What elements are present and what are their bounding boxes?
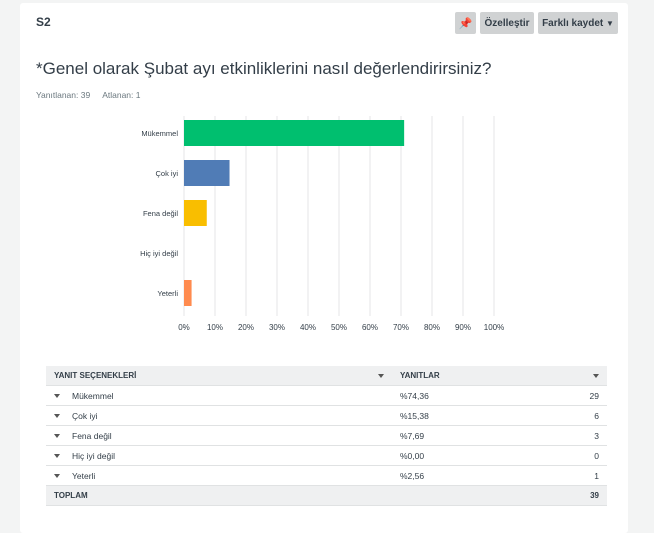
x-tick-label: 20% — [238, 323, 254, 332]
count: 3 — [529, 425, 607, 446]
answer-choice[interactable]: Çok iyi — [46, 405, 392, 426]
count: 29 — [529, 385, 607, 406]
expand-caret-icon[interactable] — [54, 394, 60, 399]
answer-choice[interactable]: Mükemmel — [46, 385, 392, 406]
answer-choice[interactable]: Hiç iyi değil — [46, 445, 392, 466]
bar — [184, 120, 405, 146]
save-as-button[interactable]: Farklı kaydet ▼ — [538, 12, 618, 34]
x-tick-label: 0% — [178, 323, 190, 332]
x-tick-label: 10% — [207, 323, 223, 332]
answer-choice-label: Hiç iyi değil — [72, 450, 115, 461]
count: 0 — [529, 445, 607, 466]
x-tick-label: 100% — [484, 323, 504, 332]
sort-caret-icon[interactable] — [378, 374, 384, 378]
caret-down-icon: ▼ — [606, 18, 614, 28]
pin-icon: 📌 — [458, 17, 473, 30]
percent: %74,36 — [392, 385, 530, 406]
table-row: Hiç iyi değil %0,00 0 — [46, 445, 607, 466]
results-table: YANIT SEÇENEKLERİ YANITLAR Mükemmel %74,3… — [46, 366, 607, 506]
expand-caret-icon[interactable] — [54, 454, 60, 459]
x-tick-label: 60% — [362, 323, 378, 332]
category-label: Fena değil — [143, 209, 178, 218]
x-tick-label: 50% — [331, 323, 347, 332]
table-row: Çok iyi %15,38 6 — [46, 405, 607, 426]
total-label: TOPLAM — [46, 485, 392, 506]
percent: %0,00 — [392, 445, 530, 466]
x-tick-label: 80% — [424, 323, 440, 332]
count: 6 — [529, 405, 607, 426]
percent: %15,38 — [392, 405, 530, 426]
bar — [184, 160, 230, 186]
header-answer-choices[interactable]: YANIT SEÇENEKLERİ — [46, 366, 392, 386]
table-row: Fena değil %7,69 3 — [46, 425, 607, 446]
sort-caret-icon[interactable] — [593, 374, 599, 378]
answered-count: Yanıtlanan: 39 — [36, 90, 91, 100]
response-stats: Yanıtlanan: 39 Atlanan: 1 — [36, 90, 152, 100]
total-row: TOPLAM 39 — [46, 485, 607, 506]
question-number: S2 — [36, 15, 51, 29]
answer-choice-label: Fena değil — [72, 430, 112, 441]
customize-button[interactable]: Özelleştir — [480, 12, 534, 34]
answer-choice-label: Yeterli — [72, 470, 96, 481]
expand-caret-icon[interactable] — [54, 474, 60, 479]
count: 1 — [529, 465, 607, 486]
category-label: Mükemmel — [141, 129, 178, 138]
question-title: *Genel olarak Şubat ayı etkinliklerini n… — [36, 59, 492, 78]
bar — [184, 200, 207, 226]
percent: %2,56 — [392, 465, 530, 486]
x-tick-label: 40% — [300, 323, 316, 332]
table-row: Mükemmel %74,36 29 — [46, 385, 607, 406]
category-label: Hiç iyi değil — [140, 249, 178, 258]
x-tick-label: 70% — [393, 323, 409, 332]
category-label: Yeterli — [157, 289, 178, 298]
bar-chart: 0% 10% 20% 30% 40% 50% 60% 70% 80% 90% 100% Mükemme… — [140, 116, 504, 332]
table-row: Yeterli %2,56 1 — [46, 465, 607, 486]
answer-choice-label: Çok iyi — [72, 410, 98, 421]
total-spacer — [392, 485, 530, 506]
expand-caret-icon[interactable] — [54, 414, 60, 419]
bar — [184, 280, 192, 306]
header-responses[interactable]: YANITLAR — [392, 366, 607, 386]
answer-choice-label: Mükemmel — [72, 390, 114, 401]
header-responses-label: YANITLAR — [400, 371, 440, 380]
total-count: 39 — [529, 485, 607, 506]
answer-choice[interactable]: Yeterli — [46, 465, 392, 486]
percent: %7,69 — [392, 425, 530, 446]
skipped-count: Atlanan: 1 — [102, 90, 141, 100]
category-label: Çok iyi — [155, 169, 178, 178]
pin-button[interactable]: 📌 — [455, 12, 476, 34]
answer-choice[interactable]: Fena değil — [46, 425, 392, 446]
header-answer-choices-label: YANIT SEÇENEKLERİ — [54, 371, 137, 380]
expand-caret-icon[interactable] — [54, 434, 60, 439]
x-tick-label: 90% — [455, 323, 471, 332]
customize-label: Özelleştir — [484, 17, 530, 29]
x-tick-label: 30% — [269, 323, 285, 332]
save-as-label: Farklı kaydet — [542, 17, 604, 29]
